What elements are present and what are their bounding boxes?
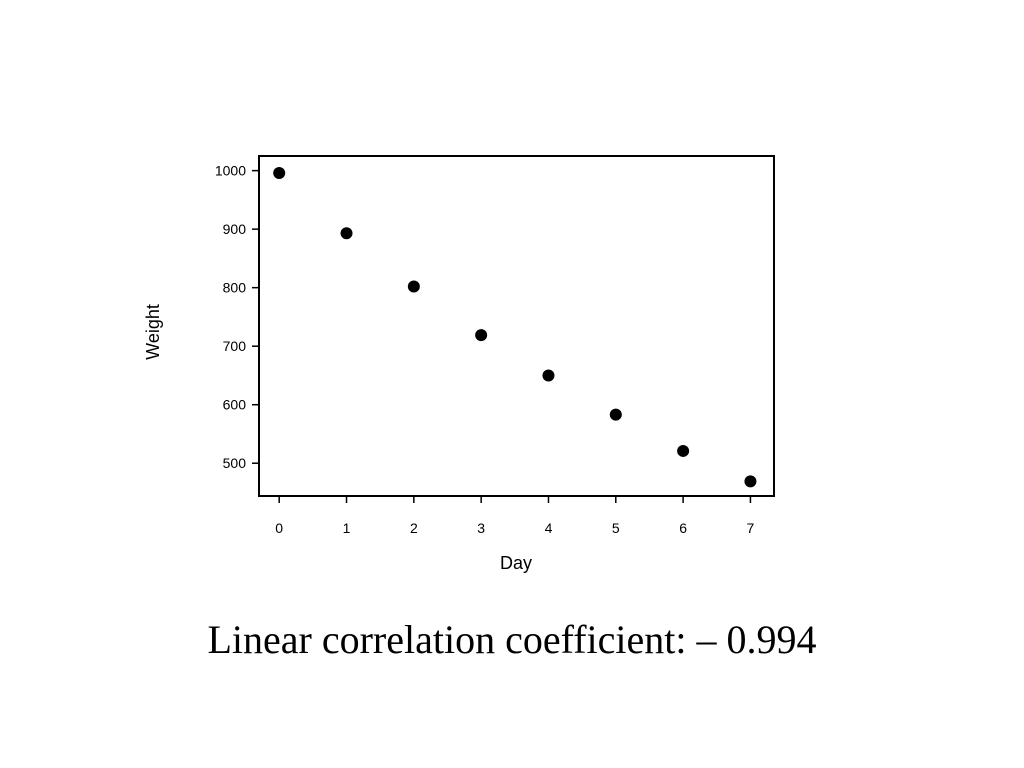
y-tick-label: 700: [223, 338, 247, 354]
y-tick-label: 500: [223, 455, 247, 471]
plot-frame: [258, 155, 775, 497]
x-tick-label: 2: [410, 520, 418, 536]
data-point: [677, 444, 690, 457]
y-axis-ticks: 500 600 700 800 900 1000: [215, 163, 259, 471]
y-tick-label: 600: [223, 397, 247, 413]
x-tick-label: 4: [545, 520, 553, 536]
x-tick-label: 6: [679, 520, 687, 536]
x-tick-label: 7: [747, 520, 755, 536]
y-tick-label: 1000: [215, 163, 246, 179]
data-point: [744, 475, 757, 488]
x-axis-ticks: 0 1 2 3 4 5 6 7: [275, 496, 755, 536]
data-point: [273, 166, 286, 179]
x-tick-label: 1: [343, 520, 351, 536]
x-axis-label: Day: [500, 553, 532, 573]
data-point: [542, 369, 555, 382]
x-tick-label: 3: [477, 520, 485, 536]
data-point: [407, 280, 420, 293]
y-tick-label: 900: [223, 221, 247, 237]
x-tick-label: 0: [275, 520, 283, 536]
data-point: [475, 329, 488, 342]
data-point: [340, 227, 353, 240]
data-points: [273, 166, 757, 488]
x-tick-label: 5: [612, 520, 620, 536]
y-axis-label: Weight: [143, 304, 163, 360]
y-tick-label: 800: [223, 280, 247, 296]
correlation-caption: Linear correlation coefficient: – 0.994: [207, 617, 817, 662]
data-point: [609, 408, 622, 421]
